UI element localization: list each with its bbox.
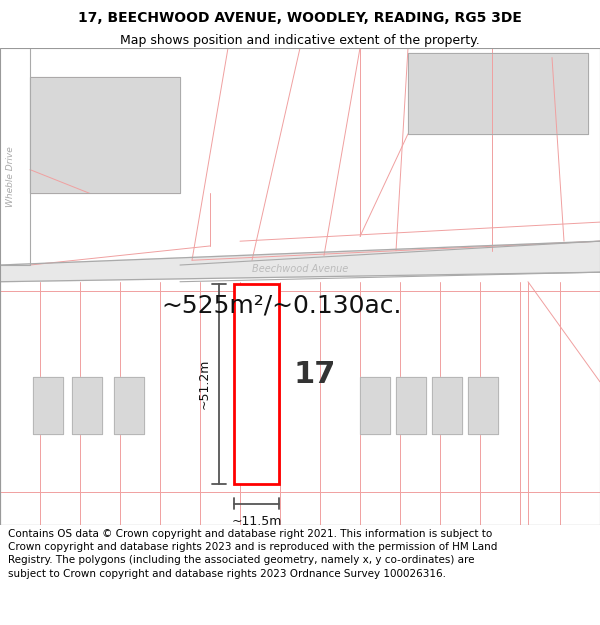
Bar xyxy=(468,377,498,434)
Bar xyxy=(72,377,102,434)
Text: Map shows position and indicative extent of the property.: Map shows position and indicative extent… xyxy=(120,34,480,47)
Text: 17, BEECHWOOD AVENUE, WOODLEY, READING, RG5 3DE: 17, BEECHWOOD AVENUE, WOODLEY, READING, … xyxy=(78,11,522,24)
Text: 17: 17 xyxy=(294,360,336,389)
Bar xyxy=(432,377,462,434)
Bar xyxy=(408,52,588,134)
Bar xyxy=(114,377,144,434)
Bar xyxy=(30,77,180,194)
Bar xyxy=(360,377,390,434)
Polygon shape xyxy=(0,241,600,282)
Text: Beechwood Avenue: Beechwood Avenue xyxy=(252,264,348,274)
Bar xyxy=(33,377,63,434)
Bar xyxy=(396,377,426,434)
Bar xyxy=(234,284,279,484)
Text: Contains OS data © Crown copyright and database right 2021. This information is : Contains OS data © Crown copyright and d… xyxy=(8,529,497,579)
Text: ~11.5m: ~11.5m xyxy=(232,516,281,529)
Text: Wheble Drive: Wheble Drive xyxy=(6,146,16,207)
Text: ~51.2m: ~51.2m xyxy=(197,359,211,409)
Text: ~525m²/~0.130ac.: ~525m²/~0.130ac. xyxy=(162,294,402,318)
